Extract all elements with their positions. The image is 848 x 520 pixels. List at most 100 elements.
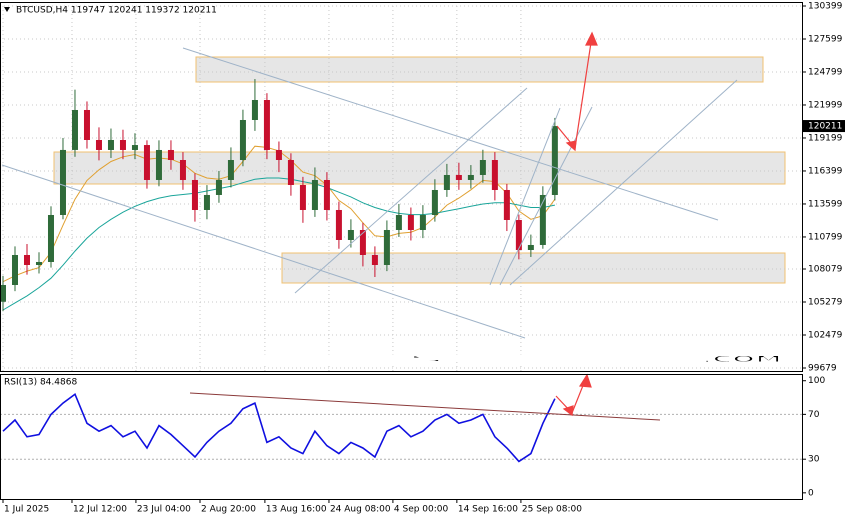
y-tick-label: 102479: [808, 331, 843, 341]
arrow-head: [585, 31, 598, 46]
rsi-line: [2, 392, 556, 463]
zone: [195, 56, 764, 83]
plot: [0, 79, 558, 463]
trend-line: [294, 87, 528, 294]
candle-body: [419, 214, 426, 230]
x-tick-label: 2 Aug 20:00: [201, 505, 256, 515]
watermark-text: .COM: [702, 355, 782, 365]
candle-body: [11, 254, 18, 285]
y-tick-label: 119199: [808, 133, 843, 143]
candle-body: [527, 244, 534, 250]
rsi-frame: [0, 374, 803, 500]
x-tick-label: 1 Jul 2025: [4, 505, 49, 515]
candle-body: [155, 149, 162, 180]
y-tick-label: 127599: [808, 34, 843, 44]
y-tick-label: 100: [808, 376, 825, 386]
candle-body: [83, 109, 90, 140]
y-tick-label: 70: [808, 410, 820, 420]
y-tick-label: 113599: [808, 199, 843, 209]
y-tick-label: 105279: [808, 298, 843, 308]
y-tick-label: 108079: [808, 265, 843, 275]
price-label-bg: [803, 120, 845, 133]
candle-body: [203, 194, 210, 210]
candle-body: [467, 174, 474, 180]
candle-body: [431, 189, 438, 215]
rsi-title: RSI(13) 84.4868: [4, 378, 77, 388]
y-tick-label: 110799: [808, 232, 843, 242]
candle-body: [455, 174, 462, 180]
x-tick-label: 4 Sep 00:00: [394, 505, 449, 515]
x-tick-label: 13 Aug 16:00: [266, 505, 327, 515]
candle-body: [503, 189, 510, 220]
chart-title: BTCUSD,H4 119747 120241 119372 120211: [16, 6, 217, 16]
candle-body: [191, 179, 198, 210]
watermark-text: BEL: [258, 355, 380, 365]
x-tick-label: 12 Jul 12:00: [73, 505, 127, 515]
zone: [281, 252, 786, 284]
candle-body: [275, 149, 282, 160]
y-tick-label: 124799: [808, 67, 843, 77]
watermark-text: INVESTOR: [382, 355, 700, 365]
candle-body: [131, 145, 138, 150]
trend-line: [509, 79, 738, 286]
candle-body: [107, 139, 114, 150]
y-tick-label: 0: [808, 488, 814, 498]
candle-body: [119, 139, 126, 150]
candle-body: [347, 229, 354, 240]
x-tick-label: 23 Jul 04:00: [137, 505, 191, 515]
zone: [53, 151, 786, 185]
y-tick-label: 130399: [808, 1, 843, 11]
candle-body: [539, 194, 546, 245]
trend-line: [1, 164, 526, 339]
candle-body: [395, 214, 402, 230]
y-tick-label: 121999: [808, 100, 843, 110]
candle-body: [71, 109, 78, 150]
drawings: [1, 47, 738, 421]
candle-body: [263, 99, 270, 150]
trend-line: [182, 47, 719, 221]
moving-average: [2, 177, 555, 311]
candle-body: [239, 119, 246, 160]
arrow-head: [562, 405, 574, 417]
candle-body: [35, 261, 42, 265]
watermark: BEL INVESTOR .COM: [257, 354, 783, 366]
rsi-trend-line: [189, 392, 661, 421]
candle-body: [167, 149, 174, 160]
candle-body: [551, 126, 558, 195]
arrows: [555, 31, 598, 417]
candle-body: [407, 214, 414, 230]
candle-body: [479, 159, 486, 175]
y-tick-label: 30: [808, 455, 820, 465]
zones: [53, 56, 786, 284]
grid: [0, 2, 802, 460]
candle-body: [323, 179, 330, 210]
candle-body: [143, 145, 150, 180]
x-tick-label: 24 Aug 08:00: [330, 505, 391, 515]
x-tick-label: 14 Sep 16:00: [458, 505, 518, 515]
main-frame: [0, 2, 803, 372]
candle-body: [215, 179, 222, 195]
candle-body: [371, 254, 378, 265]
candle-body: [383, 229, 390, 265]
candle-body: [515, 219, 522, 250]
arrow-head: [578, 373, 592, 388]
candle-body: [311, 179, 318, 210]
candle-body: [0, 284, 6, 302]
candle-body: [443, 174, 450, 190]
candle-body: [227, 159, 234, 180]
candle-body: [47, 214, 54, 262]
candle-body: [23, 254, 30, 265]
y-tick-label: 116399: [808, 166, 843, 176]
candle-body: [59, 149, 66, 215]
y-tick-label: 99679: [808, 363, 837, 373]
candle-body: [299, 184, 306, 210]
candle-body: [287, 159, 294, 185]
candle-body: [179, 159, 186, 180]
price-label: 120211: [808, 122, 842, 132]
candle-body: [95, 139, 102, 150]
menu-icon: [4, 7, 10, 12]
candle-body: [335, 209, 342, 240]
candle-body: [491, 159, 498, 190]
